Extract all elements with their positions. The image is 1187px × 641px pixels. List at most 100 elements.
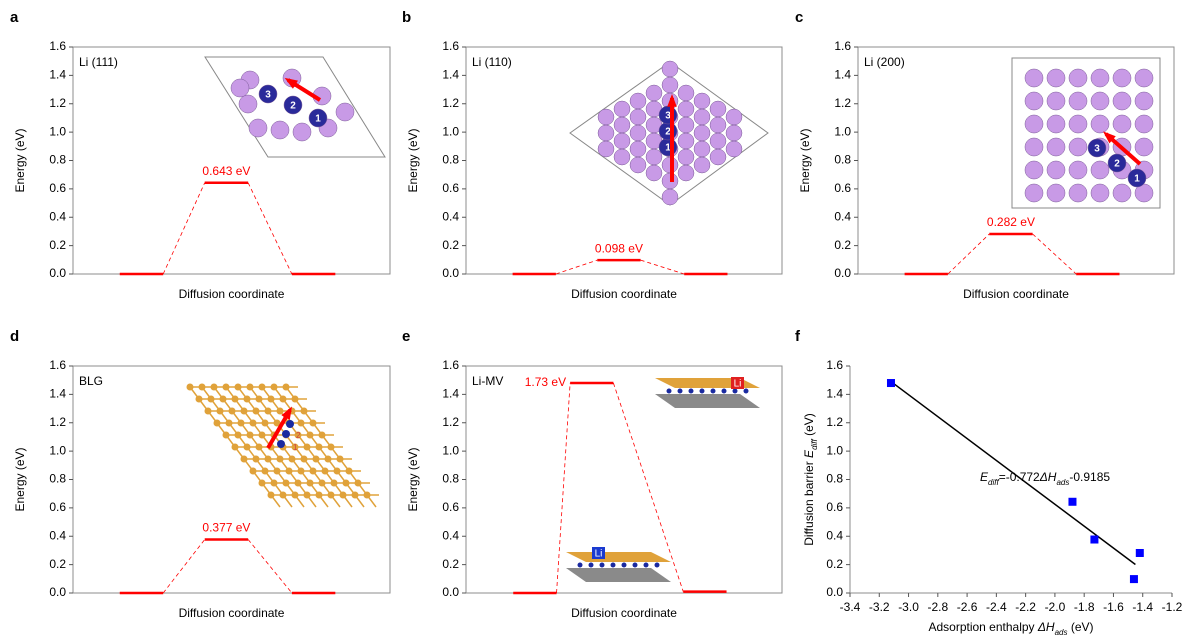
label-part: ΔH [1039, 470, 1057, 484]
label-part: Diffusion barrier [802, 458, 816, 546]
point [1129, 575, 1138, 584]
x-tick-label: -2.8 [927, 600, 948, 614]
x-axis-label: Diffusion coordinate [571, 606, 677, 620]
atom [1046, 183, 1066, 203]
connector [1032, 233, 1077, 275]
y-tick-label: 0.4 [442, 209, 459, 223]
tag-label: Li [595, 549, 603, 560]
y-tick-label: 1.6 [442, 39, 459, 53]
atom [1107, 153, 1127, 173]
atom [645, 84, 663, 102]
atom [645, 148, 663, 166]
label-part: (eV) [802, 413, 816, 439]
y-tick-label: 0.0 [49, 266, 66, 280]
x-tick-label: -1.2 [1162, 600, 1183, 614]
atom [1024, 183, 1044, 203]
connector [640, 259, 685, 275]
y-tick-label: 1.0 [442, 124, 459, 138]
y-tick-label: 0.6 [834, 181, 851, 195]
y-tick-label: 0.6 [442, 500, 459, 514]
li-atom [599, 562, 605, 568]
atom [335, 102, 355, 122]
atom [661, 60, 679, 78]
x-axis-label: Diffusion coordinate [179, 287, 285, 301]
atom [1134, 114, 1154, 134]
y-tick-label: 1.2 [834, 96, 851, 110]
x-tick-label: -1.4 [1132, 600, 1153, 614]
atom [230, 78, 250, 98]
y-axis-label: Diffusion barrier Ediff (eV) [802, 413, 818, 546]
layer [655, 378, 760, 388]
y-axis-label: Energy (eV) [406, 447, 420, 511]
barrier-label: 0.098 eV [595, 241, 643, 255]
atom [693, 156, 711, 174]
atom [308, 108, 328, 128]
connector [247, 182, 293, 275]
li-atom [621, 562, 627, 568]
bond [294, 494, 305, 508]
y-tick-label: 1.4 [49, 387, 66, 401]
arrow-head [281, 406, 293, 420]
y-tick-label: 1.2 [49, 96, 66, 110]
connector [555, 259, 598, 275]
x-tick-label: -1.6 [1103, 600, 1124, 614]
y-tick-label: 0.8 [834, 153, 851, 167]
atom [677, 116, 695, 134]
atom [709, 100, 727, 118]
y-tick-label: 0.4 [834, 209, 851, 223]
atom [645, 164, 663, 182]
label-part: diff [810, 438, 819, 449]
atom-label: 3 [265, 90, 271, 101]
layer [566, 568, 671, 582]
fit-equation: Ediff=-0.772ΔHads-0.9185 [980, 470, 1110, 486]
x-axis-label: Adsorption enthalpy ΔHads (eV) [928, 620, 1093, 636]
x-axis-label: Diffusion coordinate [963, 287, 1069, 301]
bond [342, 494, 353, 508]
y-tick-label: 1.2 [442, 415, 459, 429]
y-tick-label: 1.6 [49, 358, 66, 372]
y-tick-label: 0.2 [826, 557, 843, 571]
atom [248, 118, 268, 138]
bond [306, 494, 317, 508]
atom [1090, 68, 1110, 88]
bond [270, 494, 281, 508]
y-tick-label: 1.6 [49, 39, 66, 53]
atom-label: 2 [665, 127, 671, 138]
y-tick-label: 0.0 [834, 266, 851, 280]
atom [270, 120, 290, 140]
li-atom [732, 388, 738, 394]
atom [709, 116, 727, 134]
bond [282, 494, 293, 508]
atom [709, 148, 727, 166]
x-tick-label: -3.2 [869, 600, 890, 614]
y-tick-label: 0.4 [49, 209, 66, 223]
panel-label: Li (110) [472, 55, 512, 69]
point [1135, 548, 1144, 557]
atom [597, 140, 615, 158]
atom [1068, 91, 1088, 111]
atom [725, 140, 743, 158]
bond [354, 494, 365, 508]
connector [556, 382, 571, 594]
atom [292, 122, 312, 142]
x-tick-label: -2.4 [986, 600, 1007, 614]
y-tick-label: 1.4 [49, 68, 66, 82]
y-tick-label: 0.4 [826, 528, 843, 542]
y-tick-label: 0.0 [442, 266, 459, 280]
y-tick-label: 0.2 [442, 238, 459, 252]
atom [1068, 114, 1088, 134]
panel-letter: c [795, 9, 803, 26]
y-tick-label: 0.8 [826, 472, 843, 486]
atom-label: 1 [1134, 174, 1140, 185]
arrow-head [284, 77, 298, 89]
barrier-label: 1.73 eV [525, 375, 566, 389]
label-part: E [802, 449, 816, 458]
atom [677, 148, 695, 166]
y-tick-label: 0.0 [442, 585, 459, 599]
y-tick-label: 1.4 [826, 387, 843, 401]
atom [1024, 137, 1044, 157]
cell [204, 56, 386, 158]
label-part: -0.9185 [1069, 470, 1110, 484]
y-tick-label: 1.0 [442, 443, 459, 457]
y-tick-label: 0.2 [49, 238, 66, 252]
